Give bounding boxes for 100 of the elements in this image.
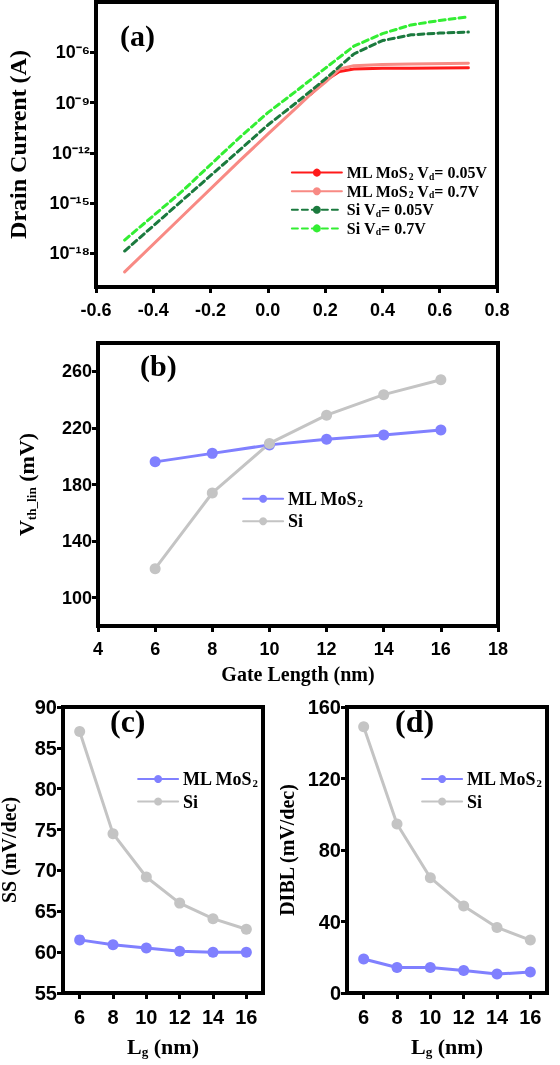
point — [174, 945, 186, 957]
y-tick-label: 10⁻¹⁵ — [49, 193, 90, 214]
point — [140, 942, 152, 954]
y-tick-label: 75 — [34, 818, 57, 841]
x-tick-label: 12 — [168, 1006, 191, 1028]
point — [424, 872, 436, 884]
x-tick-label: 0.0 — [255, 300, 281, 320]
y-axis-title: DIBL (mV/dec) — [275, 784, 299, 916]
y-tick-label: 220 — [61, 417, 92, 438]
legend-label: Si — [467, 791, 483, 812]
point — [391, 818, 403, 830]
x-tick-label: 16 — [235, 1006, 258, 1028]
x-tick-label: 8 — [107, 1006, 119, 1028]
point — [321, 409, 333, 421]
y-tick-label: 70 — [34, 859, 57, 882]
x-tick-label: 18 — [487, 639, 509, 659]
x-axis-title: Lg (nm) — [411, 1033, 483, 1059]
y-tick-label: 10⁻¹² — [51, 142, 90, 163]
x-axis-title: Gate Length (nm) — [221, 663, 375, 686]
point — [174, 897, 186, 909]
point — [458, 964, 470, 976]
y-tick-label: 60 — [34, 941, 57, 964]
x-axis-title: Lg (nm) — [127, 1033, 199, 1059]
y-axis-title: SS (mV/dec) — [0, 796, 21, 904]
x-tick-label: 16 — [430, 639, 451, 659]
x-tick-label: 0.6 — [427, 300, 453, 320]
point — [206, 447, 218, 459]
point — [74, 934, 86, 946]
x-tick-label: 10 — [259, 639, 280, 659]
legend-label: ML MoS2 — [467, 769, 543, 790]
y-tick-label: 140 — [61, 531, 92, 552]
annotation: (d) — [395, 703, 435, 739]
x-tick-label: 14 — [485, 1006, 509, 1028]
y-tick-label: 55 — [34, 982, 57, 1004]
point — [358, 721, 370, 733]
point — [107, 939, 119, 951]
x-tick-label: 14 — [201, 1006, 225, 1028]
point — [207, 946, 219, 958]
y-tick-label: 10⁻¹⁸ — [49, 243, 90, 264]
y-tick-label: 10⁻⁹ — [55, 92, 90, 113]
point — [424, 961, 436, 973]
x-tick-label: 10 — [135, 1006, 158, 1028]
legend-label: Si — [183, 791, 199, 812]
point — [240, 946, 252, 958]
point — [391, 961, 403, 973]
point — [149, 456, 161, 468]
y-tick-label: 260 — [61, 361, 92, 382]
point — [435, 374, 447, 386]
point — [140, 871, 152, 883]
x-tick-label: 6 — [150, 639, 161, 659]
y-tick-label: 180 — [61, 474, 92, 495]
y-axis-title: Drain Current (A) — [5, 50, 31, 239]
y-tick-label: 160 — [307, 696, 341, 718]
point — [206, 487, 218, 499]
y-tick-label: 100 — [61, 587, 92, 608]
point — [458, 900, 470, 912]
y-tick-label: 90 — [34, 696, 57, 718]
y-tick-label: 40 — [318, 910, 341, 933]
x-tick-label: 16 — [519, 1006, 542, 1028]
point — [207, 913, 219, 925]
x-tick-label: 8 — [207, 639, 218, 659]
point — [378, 429, 390, 441]
point — [491, 921, 503, 933]
point — [240, 923, 252, 935]
point — [378, 389, 390, 401]
x-tick-label: -0.6 — [80, 300, 112, 320]
legend-label: Si — [288, 511, 304, 532]
point — [321, 433, 333, 445]
x-tick-label: 12 — [316, 639, 337, 659]
x-tick-label: 0.4 — [369, 300, 395, 320]
point — [358, 953, 370, 965]
x-tick-label: 0.2 — [312, 300, 338, 320]
point — [524, 934, 536, 946]
y-tick-label: 85 — [34, 736, 57, 759]
point — [149, 563, 161, 575]
x-tick-label: -0.2 — [195, 300, 227, 320]
x-tick-label: -0.4 — [137, 300, 169, 320]
y-tick-label: 65 — [34, 900, 57, 923]
annotation: (b) — [140, 348, 177, 383]
annotation: (a) — [120, 18, 155, 53]
x-tick-label: 10 — [419, 1006, 442, 1028]
y-axis-title: Vth_lin (mV) — [14, 432, 40, 537]
point — [491, 968, 503, 980]
x-tick-label: 6 — [74, 1006, 86, 1028]
x-tick-label: 4 — [92, 639, 104, 659]
point — [74, 726, 86, 738]
y-tick-label: 0 — [329, 982, 341, 1004]
point — [107, 828, 119, 840]
y-tick-label: 80 — [318, 839, 341, 861]
x-tick-label: 0.8 — [484, 300, 510, 320]
point — [524, 966, 536, 978]
annotation: (c) — [110, 703, 146, 739]
x-tick-label: 8 — [391, 1006, 403, 1028]
x-tick-label: 12 — [452, 1006, 475, 1028]
x-tick-label: 14 — [373, 639, 394, 659]
y-tick-label: 80 — [34, 777, 57, 800]
point — [435, 424, 447, 436]
y-tick-label: 10⁻⁶ — [55, 42, 90, 63]
x-tick-label: 6 — [358, 1006, 370, 1028]
legend-label: ML MoS2 — [183, 769, 259, 790]
